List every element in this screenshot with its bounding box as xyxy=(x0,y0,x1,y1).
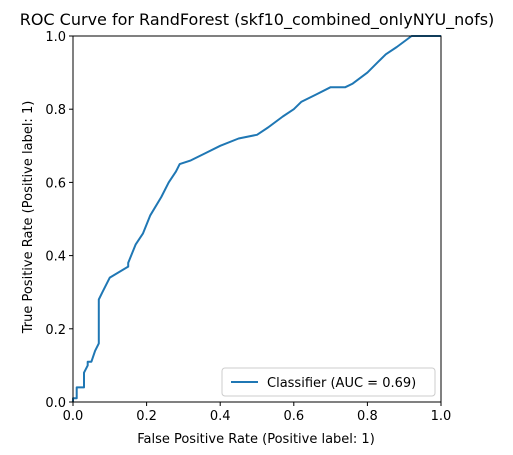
x-tick-label: 0.6 xyxy=(283,409,304,424)
plot-frame xyxy=(72,35,442,403)
y-tick-label: 0.2 xyxy=(45,323,66,338)
x-axis-label: False Positive Rate (Positive label: 1) xyxy=(137,432,375,447)
legend-box xyxy=(221,367,436,397)
x-tick-label: 1.0 xyxy=(431,409,452,424)
y-tick-label: 1.0 xyxy=(45,30,66,45)
roc-curve-line-0 xyxy=(72,35,441,402)
legend-label: Classifier (AUC = 0.69) xyxy=(267,376,416,391)
x-tick-label: 0.8 xyxy=(357,409,378,424)
y-axis-label: True Positive Rate (Positive label: 1) xyxy=(21,101,36,335)
axis-ticks: 0.0 0.2 0.4 0.6 0.8 1.0 0.0 0.2 0.4 0.6 0.8 1.0 xyxy=(45,30,451,424)
y-tick-label: 0.0 xyxy=(45,396,66,411)
x-tick-label: 0.2 xyxy=(136,409,157,424)
chart-title: ROC Curve for RandForest (skf10_combined… xyxy=(20,10,495,30)
plot-area xyxy=(72,35,442,403)
legend: Classifier (AUC = 0.69) xyxy=(221,367,436,397)
x-tick-label: 0.4 xyxy=(210,409,231,424)
y-tick-label: 0.6 xyxy=(45,176,66,191)
y-tick-label: 0.8 xyxy=(45,103,66,118)
y-tick-label: 0.4 xyxy=(45,250,66,265)
x-tick-label: 0.0 xyxy=(63,409,84,424)
